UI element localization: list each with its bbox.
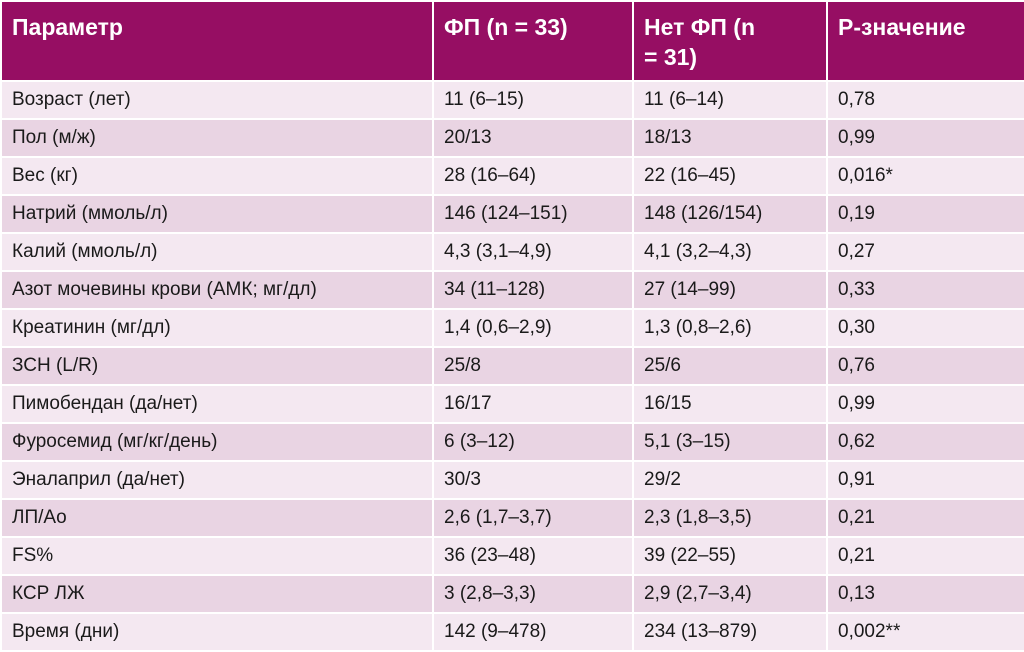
table-cell: 6 (3–12)	[432, 422, 634, 462]
table-row: ЗСН (L/R) 25/8 25/6 0,76	[0, 346, 1024, 386]
table-cell: 25/6	[632, 346, 828, 386]
table-cell: 16/15	[632, 384, 828, 424]
table-cell: 36 (23–48)	[432, 536, 634, 576]
table-cell: 234 (13–879)	[632, 612, 828, 652]
table-cell: Вес (кг)	[0, 156, 434, 196]
table-cell: 1,4 (0,6–2,9)	[432, 308, 634, 348]
table-cell: 2,6 (1,7–3,7)	[432, 498, 634, 538]
table-cell: 0,002**	[826, 612, 1024, 652]
table-row: Вес (кг) 28 (16–64) 22 (16–45) 0,016*	[0, 156, 1024, 196]
table-cell: 0,78	[826, 80, 1024, 120]
table-cell: 28 (16–64)	[432, 156, 634, 196]
table-cell: 0,016*	[826, 156, 1024, 196]
table-cell: 1,3 (0,8–2,6)	[632, 308, 828, 348]
table-row: Натрий (ммоль/л) 146 (124–151) 148 (126/15…	[0, 194, 1024, 234]
table-row: Креатинин (мг/дл) 1,4 (0,6–2,9) 1,3 (0,8–2…	[0, 308, 1024, 348]
table-row: Фуросемид (мг/кг/день) 6 (3–12) 5,1 (3–15)…	[0, 422, 1024, 462]
table-cell: 0,91	[826, 460, 1024, 500]
header-cell: P-значение	[826, 0, 1024, 82]
table-cell: 0,21	[826, 498, 1024, 538]
table-cell: 0,76	[826, 346, 1024, 386]
table-cell: FS%	[0, 536, 434, 576]
table-cell: 146 (124–151)	[432, 194, 634, 234]
table-cell: 29/2	[632, 460, 828, 500]
header-cell: ФП (n = 33)	[432, 0, 634, 82]
table-cell: ЛП/Ао	[0, 498, 434, 538]
table-cell: Пимобендан (да/нет)	[0, 384, 434, 424]
table-cell: 2,9 (2,7–3,4)	[632, 574, 828, 614]
table-cell: ЗСН (L/R)	[0, 346, 434, 386]
header-text: ФП (n = 33)	[444, 14, 568, 40]
table-cell: 16/17	[432, 384, 634, 424]
table-cell: 2,3 (1,8–3,5)	[632, 498, 828, 538]
table-cell: 3 (2,8–3,3)	[432, 574, 634, 614]
table-row: ЛП/Ао 2,6 (1,7–3,7) 2,3 (1,8–3,5) 0,21	[0, 498, 1024, 538]
table-cell: 0,99	[826, 118, 1024, 158]
table-cell: 0,30	[826, 308, 1024, 348]
table-cell: 0,19	[826, 194, 1024, 234]
header-text: Нет ФП (n = 31)	[644, 14, 756, 70]
table-cell: 11 (6–15)	[432, 80, 634, 120]
table-cell: 148 (126/154)	[632, 194, 828, 234]
table-cell: 0,13	[826, 574, 1024, 614]
table-cell: Эналаприл (да/нет)	[0, 460, 434, 500]
table-row: Время (дни) 142 (9–478) 234 (13–879) 0,002*…	[0, 612, 1024, 652]
table-cell: 0,21	[826, 536, 1024, 576]
header-text: P-значение	[838, 14, 966, 40]
table-row: FS% 36 (23–48) 39 (22–55) 0,21	[0, 536, 1024, 576]
table-row: Калий (ммоль/л) 4,3 (3,1–4,9) 4,1 (3,2–4,3…	[0, 232, 1024, 272]
table-row: Пимобендан (да/нет) 16/17 16/15 0,99	[0, 384, 1024, 424]
table-cell: 20/13	[432, 118, 634, 158]
table-cell: КСР ЛЖ	[0, 574, 434, 614]
table-cell: 0,33	[826, 270, 1024, 310]
table-cell: 142 (9–478)	[432, 612, 634, 652]
table-cell: 18/13	[632, 118, 828, 158]
table-cell: 4,3 (3,1–4,9)	[432, 232, 634, 272]
table-cell: 5,1 (3–15)	[632, 422, 828, 462]
header-cell: Нет ФП (n = 31)	[632, 0, 828, 82]
table-cell: 34 (11–128)	[432, 270, 634, 310]
table-cell: 25/8	[432, 346, 634, 386]
table-cell: Пол (м/ж)	[0, 118, 434, 158]
table-cell: Азот мочевины крови (АМК; мг/дл)	[0, 270, 434, 310]
table-cell: Время (дни)	[0, 612, 434, 652]
header-cell: Параметр	[0, 0, 434, 82]
table-cell: 0,99	[826, 384, 1024, 424]
table-row: Эналаприл (да/нет) 30/3 29/2 0,91	[0, 460, 1024, 500]
table-cell: Фуросемид (мг/кг/день)	[0, 422, 434, 462]
header-text: Параметр	[12, 14, 123, 40]
table-cell: 22 (16–45)	[632, 156, 828, 196]
header-row: Параметр ФП (n = 33) Нет ФП (n = 31) P-знач…	[0, 0, 1024, 82]
table-cell: Креатинин (мг/дл)	[0, 308, 434, 348]
table-cell: Возраст (лет)	[0, 80, 434, 120]
table-cell: 11 (6–14)	[632, 80, 828, 120]
table-cell: 27 (14–99)	[632, 270, 828, 310]
table-cell: 0,62	[826, 422, 1024, 462]
table-row: Пол (м/ж) 20/13 18/13 0,99	[0, 118, 1024, 158]
table-row: Азот мочевины крови (АМК; мг/дл) 34 (11–1…	[0, 270, 1024, 310]
table-row: Возраст (лет) 11 (6–15) 11 (6–14) 0,78	[0, 80, 1024, 120]
table-cell: 30/3	[432, 460, 634, 500]
table-cell: Натрий (ммоль/л)	[0, 194, 434, 234]
table-cell: 4,1 (3,2–4,3)	[632, 232, 828, 272]
table-cell: 0,27	[826, 232, 1024, 272]
table-cell: Калий (ммоль/л)	[0, 232, 434, 272]
table-row: КСР ЛЖ 3 (2,8–3,3) 2,9 (2,7–3,4) 0,13	[0, 574, 1024, 614]
table-cell: 39 (22–55)	[632, 536, 828, 576]
